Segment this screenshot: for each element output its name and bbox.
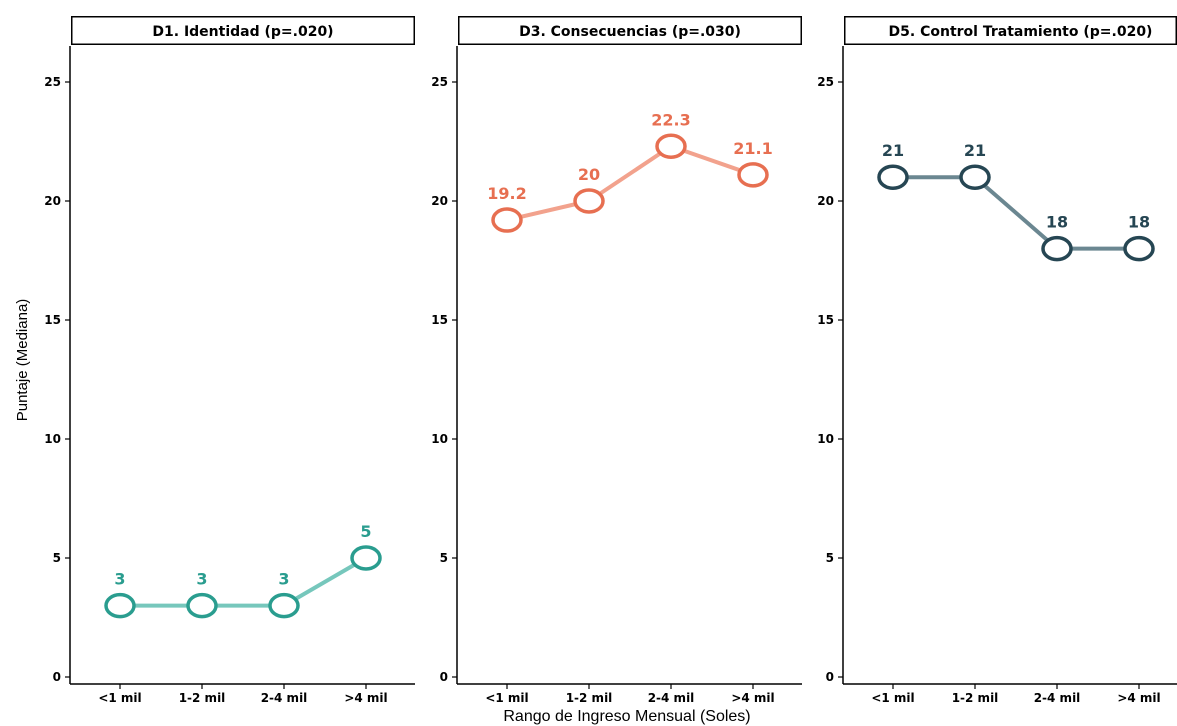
facet-title: D1. Identidad (p=.020): [152, 24, 333, 40]
facet-title: D3. Consecuencias (p=.030): [519, 24, 741, 40]
panels: D1. Identidad (p=.020) 0 5 10 15 20 25 <1 mil 1-…: [44, 16, 1177, 705]
x-tick-label: <1 mil: [485, 691, 528, 705]
y-tick-label: 15: [817, 313, 834, 327]
x-tick-label: 2-4 mil: [648, 691, 695, 705]
data-point: [1123, 235, 1155, 262]
data-label: 21: [882, 141, 904, 160]
series-line: [893, 175, 1139, 251]
data-point: [959, 164, 991, 190]
data-point: [877, 164, 909, 190]
x-tick-label: 1-2 mil: [566, 691, 613, 705]
x-tick-label: 2-4 mil: [1034, 691, 1081, 705]
x-tick-label: <1 mil: [871, 691, 914, 705]
x-tick-label: >4 mil: [344, 691, 387, 705]
y-tick-label: 25: [431, 75, 448, 89]
x-tick-label: >4 mil: [731, 691, 774, 705]
data-point: [491, 207, 523, 233]
data-point: [573, 188, 605, 214]
y-tick-label: 25: [817, 75, 834, 89]
series-line: [506, 144, 754, 222]
data-point: [104, 592, 136, 619]
y-tick-label: 0: [53, 670, 61, 684]
x-tick-label: 1-2 mil: [952, 691, 999, 705]
data-label: 18: [1046, 213, 1068, 232]
data-point: [737, 162, 769, 188]
x-tick-label: >4 mil: [1117, 691, 1160, 705]
series-line: [120, 556, 368, 608]
y-tick-label: 10: [817, 432, 834, 446]
y-tick-label: 5: [53, 551, 61, 565]
data-label: 20: [578, 165, 600, 184]
data-label: 22.3: [651, 110, 690, 129]
y-tick-label: 20: [817, 194, 834, 208]
data-point: [268, 592, 300, 619]
data-label: 3: [114, 570, 125, 589]
y-tick-label: 5: [826, 551, 834, 565]
data-label: 19.2: [487, 184, 526, 203]
y-tick-label: 5: [440, 551, 448, 565]
facet-strip: [71, 16, 415, 45]
panel-2: D3. Consecuencias (p=.030) 0 5 10 15 20 25 <1 m…: [431, 16, 802, 705]
data-label: 21: [964, 141, 986, 160]
data-label: 18: [1128, 213, 1150, 232]
facet-strip: [844, 16, 1177, 45]
y-tick-label: 0: [440, 670, 448, 684]
y-tick-label: 20: [431, 194, 448, 208]
y-tick-label: 25: [44, 75, 61, 89]
data-point: [1041, 235, 1073, 262]
data-label: 3: [196, 570, 207, 589]
data-label: 21.1: [733, 139, 772, 158]
y-tick-label: 15: [44, 313, 61, 327]
data-point: [350, 545, 382, 571]
facet-strip: [458, 16, 802, 45]
y-tick-label: 10: [431, 432, 448, 446]
data-point: [655, 133, 687, 160]
data-label: 5: [360, 522, 371, 541]
data-point: [186, 592, 218, 619]
y-tick-label: 20: [44, 194, 61, 208]
y-axis-label: Puntaje (Mediana): [14, 299, 31, 422]
x-tick-label: 2-4 mil: [261, 691, 308, 705]
y-tick-label: 15: [431, 313, 448, 327]
x-tick-label: 1-2 mil: [179, 691, 226, 705]
data-label: 3: [278, 570, 289, 589]
panel-1: D1. Identidad (p=.020) 0 5 10 15 20 25 <1 mil 1-…: [44, 16, 415, 705]
y-tick-label: 0: [826, 670, 834, 684]
x-tick-label: <1 mil: [98, 691, 141, 705]
panel-3: D5. Control Tratamiento (p=.020) 0 5 10 15 20…: [817, 16, 1177, 705]
y-tick-label: 10: [44, 432, 61, 446]
x-axis-label: Rango de Ingreso Mensual (Soles): [503, 708, 750, 725]
facet-title: D5. Control Tratamiento (p=.020): [889, 24, 1153, 40]
